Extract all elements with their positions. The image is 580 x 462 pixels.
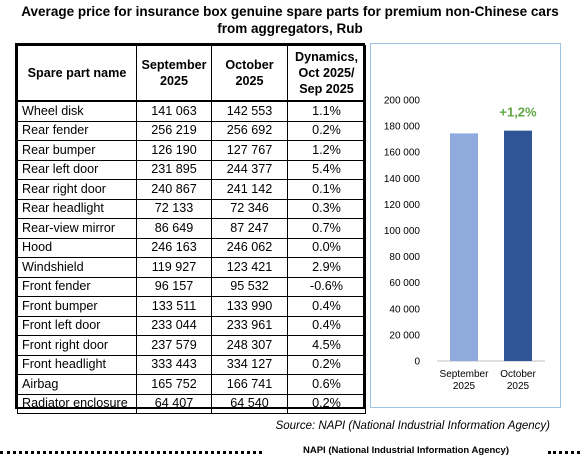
- september-value-cell: 96 157: [136, 276, 212, 297]
- x-category-label: September: [440, 369, 490, 380]
- chart-frame: [370, 43, 561, 408]
- table-row: Wheel disk 141 063 142 553 1.1%: [17, 100, 366, 122]
- september-value-cell: 165 752: [136, 374, 212, 395]
- october-value-cell: 334 127: [211, 354, 288, 375]
- bar-0: [450, 133, 478, 361]
- part-name-cell: Rear headlight: [17, 198, 137, 219]
- table-row: Front bumper 133 511 133 990 0.4%: [17, 296, 366, 317]
- part-name-cell: Front fender: [17, 276, 137, 297]
- footer-divider-left: [0, 451, 262, 454]
- spare-parts-table: Spare part name September 2025 October 2…: [17, 45, 366, 414]
- footer-agency-name: NAPI (National Industrial Information Ag…: [302, 445, 510, 456]
- dynamics-cell: 1.1%: [287, 100, 366, 122]
- part-name-cell: Rear-view mirror: [17, 218, 137, 239]
- bar-1: [504, 130, 532, 361]
- october-value-cell: 142 553: [211, 100, 288, 122]
- y-tick-label: 40 000: [389, 304, 420, 315]
- y-tick-label: 200 000: [384, 96, 421, 107]
- header-dynamics: Dynamics, Oct 2025/ Sep 2025: [287, 45, 366, 102]
- october-value-cell: 87 247: [211, 218, 288, 239]
- september-value-cell: 256 219: [136, 120, 212, 141]
- part-name-cell: Front right door: [17, 335, 137, 356]
- footer-divider-right: [548, 451, 580, 454]
- y-tick-label: 0: [414, 357, 420, 368]
- table-row: Rear left door 231 895 244 377 5.4%: [17, 159, 366, 180]
- y-tick-label: 60 000: [389, 278, 420, 289]
- x-category-label: 2025: [507, 381, 530, 392]
- y-tick-label: 80 000: [389, 252, 420, 263]
- table-row: Front left door 233 044 233 961 0.4%: [17, 315, 366, 336]
- october-value-cell: 246 062: [211, 237, 288, 258]
- september-value-cell: 119 927: [136, 257, 212, 278]
- part-name-cell: Front left door: [17, 315, 137, 336]
- october-value-cell: 95 532: [211, 276, 288, 297]
- y-tick-label: 180 000: [384, 122, 421, 133]
- part-name-cell: Wheel disk: [17, 100, 137, 122]
- x-category-label: October: [500, 369, 536, 380]
- table-row: Rear-view mirror 86 649 87 247 0.7%: [17, 218, 366, 239]
- october-value-cell: 241 142: [211, 179, 288, 200]
- october-value-cell: 256 692: [211, 120, 288, 141]
- x-category-label: 2025: [453, 381, 476, 392]
- y-tick-label: 160 000: [384, 148, 421, 159]
- september-value-cell: 240 867: [136, 179, 212, 200]
- september-value-cell: 237 579: [136, 335, 212, 356]
- table-row: Hood 246 163 246 062 0.0%: [17, 237, 366, 258]
- september-value-cell: 333 443: [136, 354, 212, 375]
- table-row: Windshield 119 927 123 421 2.9%: [17, 257, 366, 278]
- table-row: Rear fender 256 219 256 692 0.2%: [17, 120, 366, 141]
- dynamics-cell: 5.4%: [287, 159, 366, 180]
- dynamics-annotation: +1,2%: [499, 105, 537, 120]
- y-tick-label: 20 000: [389, 330, 420, 341]
- dynamics-cell: 0.0%: [287, 237, 366, 258]
- header-spare-part-name: Spare part name: [17, 45, 137, 102]
- dynamics-cell: 0.6%: [287, 374, 366, 395]
- y-tick-label: 140 000: [384, 174, 421, 185]
- dynamics-cell: 0.4%: [287, 315, 366, 336]
- table-header-row: Spare part name September 2025 October 2…: [17, 45, 366, 102]
- header-september-2025: September 2025: [136, 45, 212, 102]
- table-row: Rear bumper 126 190 127 767 1.2%: [17, 140, 366, 161]
- source-note: Source: NAPI (National Industrial Inform…: [275, 420, 550, 432]
- october-value-cell: 133 990: [211, 296, 288, 317]
- y-tick-label: 100 000: [384, 226, 421, 237]
- september-value-cell: 141 063: [136, 100, 212, 122]
- october-value-cell: 233 961: [211, 315, 288, 336]
- y-tick-label: 120 000: [384, 200, 421, 211]
- title-line-2: from aggregators, Rub: [217, 21, 363, 36]
- dynamics-cell: 0.2%: [287, 120, 366, 141]
- title-line-1: Average price for insurance box genuine …: [21, 4, 559, 19]
- october-value-cell: 123 421: [211, 257, 288, 278]
- october-value-cell: 127 767: [211, 140, 288, 161]
- table-body: Wheel disk 141 063 142 553 1.1% Rear fender 2…: [17, 100, 366, 414]
- chart-title: Average price for insurance box genuine …: [0, 3, 580, 37]
